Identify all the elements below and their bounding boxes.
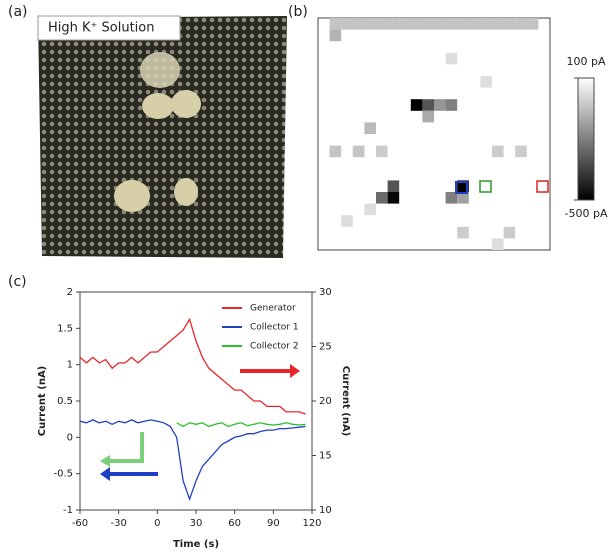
y2-tick-label: 15 (319, 451, 332, 462)
x-tick-label: 0 (154, 518, 160, 529)
heatmap-cell (434, 18, 446, 30)
arrow (100, 455, 110, 467)
heatmap-cell (445, 99, 458, 111)
marker (536, 180, 549, 193)
heatmap-cell (364, 18, 376, 30)
heatmap-cell (422, 99, 434, 111)
y-tick-label: 2 (67, 287, 73, 298)
heatmap-cell (492, 145, 504, 158)
heatmap-cell (329, 18, 342, 30)
heatmap-frame (317, 17, 551, 251)
photo-label: High K⁺ Solution (48, 21, 155, 36)
heatmap-cell (457, 18, 469, 30)
heatmap-cell (352, 145, 365, 158)
heatmap-cell (492, 238, 504, 250)
heatmap-cell (376, 192, 388, 204)
heatmap-cell (329, 29, 342, 42)
heatmap-cell (468, 18, 481, 30)
heatmap-cell (399, 18, 411, 30)
heatmap-cell (422, 110, 434, 123)
heatmap-cell (457, 192, 469, 204)
heatmap-cell (492, 18, 504, 30)
y2-tick-label: 25 (319, 342, 332, 353)
heatmap-cell (445, 18, 458, 30)
x-tick-label: 120 (302, 518, 321, 529)
arrow (100, 467, 158, 481)
heatmap-cell (457, 226, 469, 239)
panel-label: (a) (8, 4, 28, 20)
heatmap-cell (387, 180, 400, 192)
arrow (240, 364, 300, 378)
x-tick-label: -30 (110, 518, 126, 529)
heatmap-cell (364, 122, 376, 134)
heatmap-cell (387, 18, 400, 30)
heatmap-cell (445, 192, 458, 204)
legend-label: Generator (250, 304, 296, 314)
x-tick-label: 30 (190, 518, 203, 529)
y-tick-label: 0.5 (57, 396, 73, 407)
photo: High K⁺ Solution (37, 15, 287, 258)
heatmap-cell (376, 18, 388, 30)
heatmap-cell (480, 18, 492, 30)
heatmap-cell (352, 18, 365, 30)
y-axis-label: Current (nA) (37, 366, 48, 436)
heatmap-cell (422, 18, 434, 30)
heatmap-cell (457, 180, 469, 192)
y-tick-label: -0.5 (53, 469, 73, 480)
heatmap-cell (515, 18, 527, 30)
heatmap-cell (376, 145, 388, 158)
y-tick-label: 1 (67, 360, 73, 371)
colorbar-label: -500 pA (565, 207, 608, 220)
x-tick-label: 60 (228, 518, 241, 529)
colorbar-label: 100 pA (567, 55, 606, 68)
heatmap-cell (515, 145, 527, 158)
heatmap-cell (387, 192, 400, 204)
legend-label: Collector 1 (250, 323, 299, 333)
colorbar (577, 77, 595, 201)
y2-tick-label: 10 (319, 505, 332, 516)
heatmap-cell (480, 76, 492, 88)
arrow (108, 432, 144, 463)
y2-tick-label: 30 (319, 287, 332, 298)
y-tick-label: -1 (63, 505, 73, 516)
y-tick-label: 0 (67, 432, 73, 443)
y2-axis-label: Current (nA) (340, 366, 351, 436)
marker (455, 181, 468, 194)
legend-label: Collector 2 (250, 342, 299, 352)
data-line (176, 422, 306, 428)
heatmap-cell (526, 18, 539, 30)
heatmap-cell (503, 226, 516, 239)
heatmap-cell (410, 99, 423, 111)
data-line (79, 419, 306, 502)
data-line (79, 317, 306, 415)
panel-label: (c) (8, 274, 27, 290)
x-tick-label: -60 (72, 518, 88, 529)
y2-tick-label: 20 (319, 396, 332, 407)
x-tick-label: 90 (267, 518, 280, 529)
heatmap-cell (364, 203, 376, 216)
heatmap-cell (341, 18, 353, 30)
panel-label: (b) (288, 4, 308, 20)
y-tick-label: 1.5 (57, 323, 73, 334)
heatmap-cell (341, 215, 353, 227)
marker (479, 180, 492, 193)
heatmap-cell (445, 52, 458, 65)
heatmap-cell (329, 145, 342, 158)
heatmap-cell (434, 99, 446, 111)
heatmap-cell (503, 18, 516, 30)
heatmap-cell (410, 18, 423, 30)
x-axis-label: Time (s) (173, 539, 219, 550)
